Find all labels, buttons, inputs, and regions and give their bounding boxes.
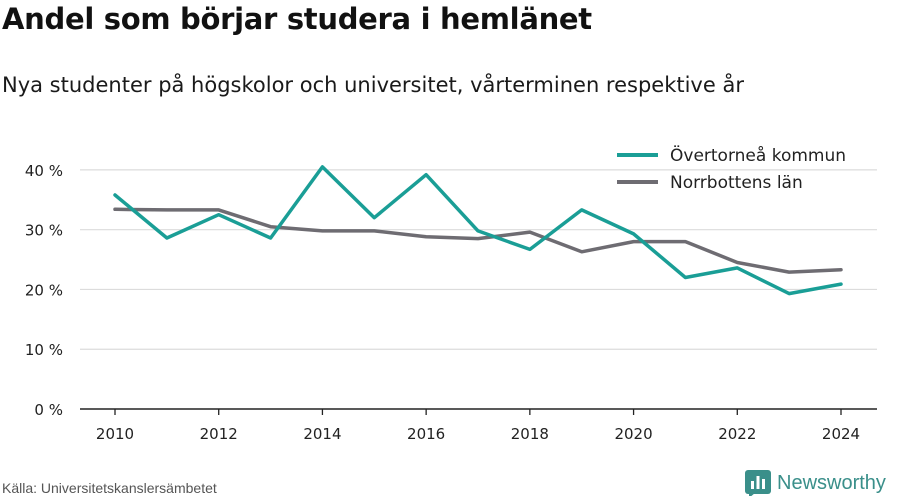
chart-title: Andel som börjar studera i hemlänet bbox=[2, 2, 592, 36]
y-tick-label: 20 % bbox=[25, 281, 63, 299]
x-tick-label: 2010 bbox=[96, 425, 134, 443]
series-lines bbox=[113, 165, 843, 296]
x-tick-label: 2014 bbox=[303, 425, 341, 443]
y-tick-label: 30 % bbox=[25, 222, 63, 240]
x-tick-label: 2020 bbox=[614, 425, 652, 443]
series-line-1 bbox=[113, 207, 843, 274]
brand-logo: Newsworthy bbox=[745, 468, 886, 498]
legend-label-0: Övertorneå kommun bbox=[670, 144, 846, 166]
y-tick-label: 10 % bbox=[25, 341, 63, 359]
newsworthy-logo-icon bbox=[745, 470, 771, 496]
legend: Övertorneå kommun Norrbottens län bbox=[617, 144, 846, 193]
gridlines bbox=[80, 169, 877, 350]
y-tick-label: 0 % bbox=[34, 401, 63, 419]
x-tick-label: 2018 bbox=[511, 425, 549, 443]
x-tick-label: 2016 bbox=[407, 425, 445, 443]
x-tick-label: 2012 bbox=[200, 425, 238, 443]
x-axis-tick-labels: 2010 2012 2014 2016 2018 2020 2022 2024 bbox=[96, 425, 860, 443]
chart-subtitle: Nya studenter på högskolor och universit… bbox=[2, 73, 744, 97]
y-tick-label: 40 % bbox=[25, 162, 63, 180]
x-tick-label: 2022 bbox=[718, 425, 756, 443]
y-axis-tick-labels: 0 % 10 % 20 % 30 % 40 % bbox=[25, 162, 63, 419]
series-line-0 bbox=[113, 165, 843, 296]
brand-name: Newsworthy bbox=[777, 471, 886, 494]
source-note: Källa: Universitetskanslersämbetet bbox=[2, 480, 217, 496]
legend-label-1: Norrbottens län bbox=[670, 173, 803, 193]
x-tick-label: 2024 bbox=[822, 425, 860, 443]
x-axis bbox=[80, 408, 877, 415]
